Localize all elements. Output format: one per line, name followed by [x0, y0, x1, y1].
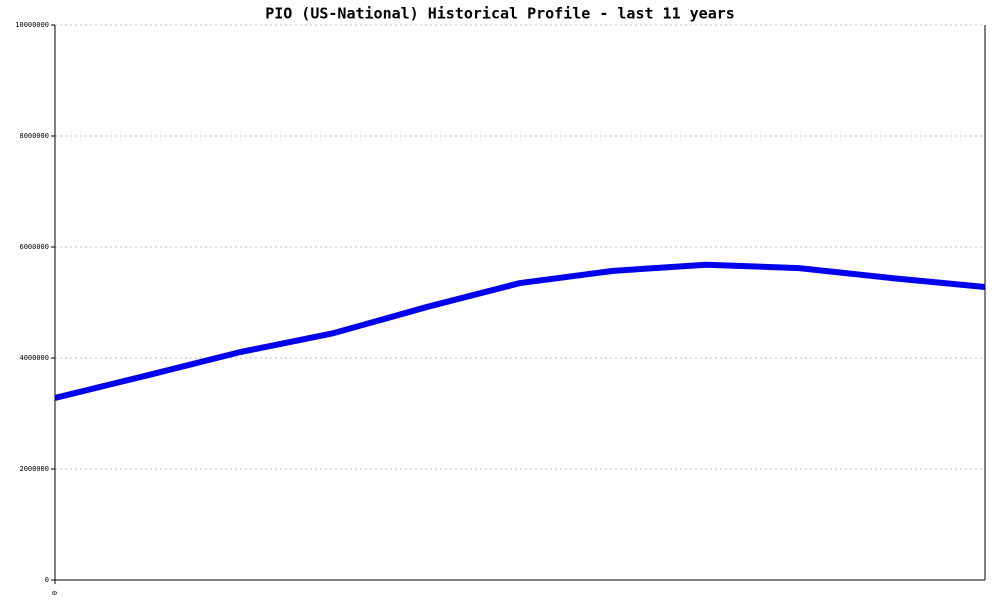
y-tick-label: 8000000 [19, 132, 49, 140]
series-line [54, 261, 986, 401]
chart-title: PIO (US-National) Historical Profile - l… [265, 5, 735, 23]
y-tick-label: 0 [45, 576, 49, 584]
y-tick-label: 4000000 [19, 354, 49, 362]
y-tick-label: 2000000 [19, 465, 49, 473]
x-tick-label: 0 [51, 591, 59, 595]
y-tick-label: 6000000 [19, 243, 49, 251]
y-tick-label: 10000000 [15, 21, 49, 29]
